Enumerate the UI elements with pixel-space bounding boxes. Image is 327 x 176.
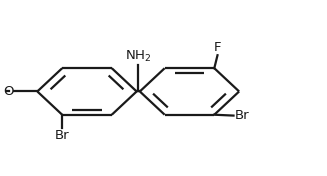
Text: Br: Br — [55, 129, 69, 142]
Text: F: F — [214, 41, 221, 54]
Text: O: O — [3, 85, 14, 98]
Text: NH$_2$: NH$_2$ — [125, 49, 151, 64]
Text: Br: Br — [235, 109, 250, 122]
